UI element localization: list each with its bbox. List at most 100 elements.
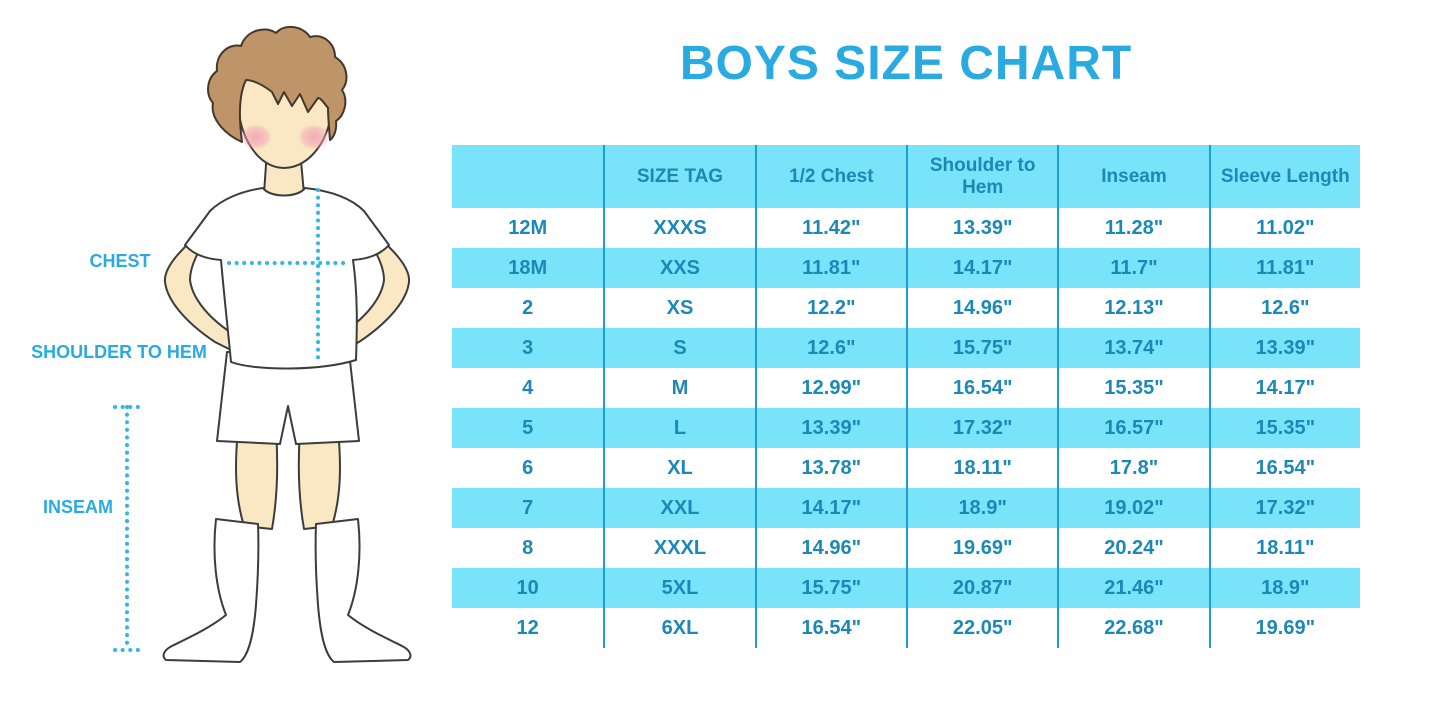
table-cell: 19.69" xyxy=(1208,608,1360,648)
table-cell: 4 xyxy=(522,376,534,399)
table-header-cell: Shoulder to Hem xyxy=(905,145,1057,208)
table-cell: 14.17" xyxy=(754,488,906,528)
table-cell: S xyxy=(603,328,754,368)
table-cell: 12 xyxy=(516,616,539,639)
table-cell: 18M xyxy=(508,256,548,279)
table-body: 12M XXXS 11.42" 13.39" 11.28" 11.02" 18M XXS 11.… xyxy=(452,208,1360,648)
table-cell: 11.28" xyxy=(1057,208,1208,248)
table-cell: 21.46" xyxy=(1057,568,1208,608)
table-cell: 11.81" xyxy=(754,248,906,288)
boy-right-cheek xyxy=(298,124,330,150)
table-cell: XS xyxy=(603,288,754,328)
table-cell: 13.39" xyxy=(905,208,1057,248)
table-cell: 11.7" xyxy=(1057,248,1208,288)
table-header-row: SIZE TAG 1/2 Chest Shoulder to Hem Insea… xyxy=(452,145,1360,208)
boy-left-arm xyxy=(163,227,234,352)
table-cell: 18.11" xyxy=(1208,528,1360,568)
boy-hair xyxy=(207,25,348,143)
inseam-label: INSEAM xyxy=(43,497,113,517)
table-cell: 7 xyxy=(522,496,534,519)
table-row: 4 M 12.99" 16.54" 15.35" 14.17" xyxy=(452,368,1360,408)
table-header-cell: SIZE TAG xyxy=(603,145,754,208)
table-row: 12 6XL 16.54" 22.05" 22.68" 19.69" xyxy=(452,608,1360,648)
boy-size-figure: CHEST SHOULDER TO HEM INSEAM xyxy=(0,0,450,723)
table-header-cell: Sleeve Length xyxy=(1208,145,1360,208)
table-row: 8 XXXL 14.96" 19.69" 20.24" 18.11" xyxy=(452,528,1360,568)
table-cell: 14.17" xyxy=(905,248,1057,288)
table-cell: 16.57" xyxy=(1057,408,1208,448)
boy-right-arm xyxy=(340,227,411,352)
table-cell: 13.74" xyxy=(1057,328,1208,368)
table-cell: 19.69" xyxy=(905,528,1057,568)
table-row: 12M XXXS 11.42" 13.39" 11.28" 11.02" xyxy=(452,208,1360,248)
table-cell: 14.96" xyxy=(905,288,1057,328)
table-cell: 16.54" xyxy=(754,608,906,648)
table-cell: 15.35" xyxy=(1208,408,1360,448)
size-table: SIZE TAG 1/2 Chest Shoulder to Hem Insea… xyxy=(452,145,1360,648)
boy-shorts xyxy=(216,351,360,445)
boy-left-cheek xyxy=(240,124,272,150)
table-cell: XXS xyxy=(603,248,754,288)
table-header-cell: Inseam xyxy=(1057,145,1208,208)
table-cell: 12.13" xyxy=(1057,288,1208,328)
table-cell: 20.24" xyxy=(1057,528,1208,568)
table-header-cell xyxy=(452,145,603,208)
table-cell: 17.8" xyxy=(1057,448,1208,488)
table-cell: 8 xyxy=(522,536,534,559)
boy-shirt xyxy=(184,187,390,370)
table-cell: 16.54" xyxy=(1208,448,1360,488)
table-cell: 13.39" xyxy=(754,408,906,448)
table-row: 18M XXS 11.81" 14.17" 11.7" 11.81" xyxy=(452,248,1360,288)
table-cell: 12.6" xyxy=(1208,288,1360,328)
table-row: 7 XXL 14.17" 18.9" 19.02" 17.32" xyxy=(452,488,1360,528)
table-cell: 17.32" xyxy=(905,408,1057,448)
table-cell: 5 xyxy=(522,416,534,439)
table-cell: XXL xyxy=(603,488,754,528)
boy-left-leg xyxy=(235,429,279,530)
boy-illustration: CHEST SHOULDER TO HEM INSEAM xyxy=(31,25,412,663)
table-cell: 11.42" xyxy=(754,208,906,248)
table-cell: 14.96" xyxy=(754,528,906,568)
table-cell: 16.54" xyxy=(905,368,1057,408)
table-row: 3 S 12.6" 15.75" 13.74" 13.39" xyxy=(452,328,1360,368)
table-cell: XXXL xyxy=(603,528,754,568)
table-cell: 11.81" xyxy=(1208,248,1360,288)
table-cell: 13.39" xyxy=(1208,328,1360,368)
boy-right-sock xyxy=(314,518,412,663)
table-cell: 12M xyxy=(508,216,548,239)
table-cell: XL xyxy=(603,448,754,488)
shoulder-to-hem-label: SHOULDER TO HEM xyxy=(31,342,207,362)
table-cell: 15.75" xyxy=(905,328,1057,368)
boy-right-leg xyxy=(297,429,341,530)
table-cell: 5XL xyxy=(603,568,754,608)
table-cell: 2 xyxy=(522,296,534,319)
table-cell: 13.78" xyxy=(754,448,906,488)
table-cell: M xyxy=(603,368,754,408)
table-cell: 10 xyxy=(516,576,539,599)
table-cell: 20.87" xyxy=(905,568,1057,608)
table-cell: 18.11" xyxy=(905,448,1057,488)
table-row: 2 XS 12.2" 14.96" 12.13" 12.6" xyxy=(452,288,1360,328)
table-cell: 14.17" xyxy=(1208,368,1360,408)
table-cell: 17.32" xyxy=(1208,488,1360,528)
table-cell: 19.02" xyxy=(1057,488,1208,528)
table-cell: 15.75" xyxy=(754,568,906,608)
table-row: 5 L 13.39" 17.32" 16.57" 15.35" xyxy=(452,408,1360,448)
table-cell: 15.35" xyxy=(1057,368,1208,408)
table-cell: 18.9" xyxy=(1208,568,1360,608)
table-cell: 11.02" xyxy=(1208,208,1360,248)
table-cell: L xyxy=(603,408,754,448)
table-cell: XXXS xyxy=(603,208,754,248)
table-row: 10 5XL 15.75" 20.87" 21.46" 18.9" xyxy=(452,568,1360,608)
table-cell: 6XL xyxy=(603,608,754,648)
table-cell: 12.2" xyxy=(754,288,906,328)
table-cell: 12.6" xyxy=(754,328,906,368)
table-cell: 22.68" xyxy=(1057,608,1208,648)
page-title: BOYS SIZE CHART xyxy=(679,37,1133,90)
table-cell: 3 xyxy=(522,336,534,359)
table-header-cell: 1/2 Chest xyxy=(754,145,906,208)
table-cell: 12.99" xyxy=(754,368,906,408)
table-cell: 22.05" xyxy=(905,608,1057,648)
table-cell: 18.9" xyxy=(905,488,1057,528)
table-row: 6 XL 13.78" 18.11" 17.8" 16.54" xyxy=(452,448,1360,488)
